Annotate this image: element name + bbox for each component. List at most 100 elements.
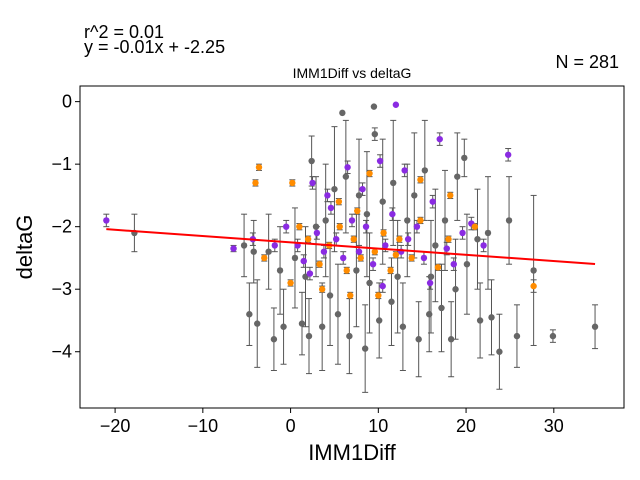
- data-point: [404, 217, 411, 224]
- data-point: [252, 179, 259, 187]
- data-point: [230, 245, 237, 252]
- data-point: [421, 167, 429, 174]
- data-point: [340, 254, 347, 262]
- data-point: [346, 332, 353, 340]
- data-point: [366, 170, 373, 177]
- data-point: [298, 320, 306, 327]
- data-point: [254, 320, 261, 327]
- data-point: [318, 286, 326, 293]
- data-point: [296, 223, 303, 230]
- data-point: [371, 248, 379, 255]
- data-point: [530, 267, 537, 274]
- y-tick-label: −3: [51, 279, 72, 299]
- data-point: [396, 235, 403, 243]
- data-point: [450, 260, 457, 268]
- data-point: [387, 267, 394, 274]
- data-point: [443, 245, 450, 252]
- data-point: [447, 336, 455, 343]
- y-axis-ticks: 0 −1 −2 −3 −4: [51, 92, 80, 362]
- y-tick-label: −1: [51, 154, 72, 174]
- data-point: [308, 157, 315, 165]
- data-point: [413, 223, 421, 230]
- data-point: [408, 254, 415, 262]
- data-point: [287, 279, 294, 287]
- data-point: [324, 192, 331, 199]
- data-point: [282, 223, 290, 230]
- x-tick-label: 20: [456, 416, 476, 436]
- data-point: [388, 298, 395, 305]
- data-point: [363, 210, 371, 218]
- chart-title: IMM1Diff vs deltaG: [293, 65, 412, 81]
- data-point: [350, 235, 357, 243]
- data-point: [359, 185, 366, 193]
- data-point: [380, 229, 387, 237]
- data-point: [426, 279, 434, 287]
- data-point: [335, 198, 343, 205]
- x-tick-label: 0: [286, 416, 296, 436]
- data-point: [392, 101, 400, 108]
- data-point: [334, 311, 342, 318]
- regression-equation-annotation: y = -0.01x + -2.25: [84, 37, 225, 57]
- data-point: [429, 198, 436, 205]
- data-point: [420, 254, 428, 262]
- data-point: [392, 251, 400, 259]
- data-point: [291, 254, 299, 262]
- data-point: [452, 286, 459, 293]
- data-point: [401, 167, 408, 174]
- data-point: [348, 217, 356, 224]
- data-point: [336, 223, 343, 230]
- data-point: [320, 248, 328, 255]
- r-squared-annotation: r^2 = 0.01: [84, 22, 164, 42]
- x-tick-label: 30: [544, 416, 564, 436]
- data-point: [432, 242, 439, 249]
- data-point: [369, 260, 377, 268]
- data-point: [447, 192, 454, 199]
- data-point: [484, 229, 492, 237]
- data-point: [417, 217, 424, 224]
- data-point: [370, 103, 378, 110]
- data-point: [289, 179, 296, 187]
- data-point: [513, 332, 521, 340]
- data-point: [327, 204, 335, 212]
- data-point: [454, 173, 461, 180]
- data-point: [339, 109, 346, 117]
- data-point: [376, 157, 384, 165]
- data-point: [461, 154, 468, 162]
- data-point: [240, 242, 248, 249]
- data-point: [326, 292, 334, 299]
- data-point: [389, 210, 396, 218]
- data-point: [246, 311, 253, 318]
- x-tick-label: 10: [368, 416, 388, 436]
- data-point: [376, 317, 383, 324]
- y-tick-label: 0: [62, 92, 72, 112]
- data-point: [316, 260, 323, 268]
- data-point: [379, 282, 386, 290]
- x-axis-label: IMM1Diff: [308, 440, 396, 465]
- data-point: [427, 273, 435, 280]
- data-point: [270, 336, 278, 343]
- data-point: [366, 279, 373, 287]
- data-point: [250, 248, 257, 255]
- data-point: [474, 235, 481, 243]
- data-point: [304, 235, 312, 243]
- data-point: [394, 273, 401, 280]
- data-point: [265, 248, 272, 255]
- data-point: [355, 248, 363, 255]
- y-tick-label: −2: [51, 217, 72, 237]
- regression-line: [106, 228, 596, 266]
- data-point: [276, 267, 284, 274]
- data-point: [313, 229, 321, 237]
- x-tick-label: −20: [100, 416, 131, 436]
- data-point: [103, 217, 110, 224]
- data-point: [347, 292, 354, 299]
- data-point: [505, 217, 513, 224]
- y-tick-label: −4: [51, 342, 72, 362]
- data-point: [371, 130, 379, 138]
- data-point: [355, 192, 363, 199]
- data-point: [300, 257, 307, 265]
- data-point: [261, 254, 268, 262]
- data-point: [354, 207, 361, 215]
- data-point: [426, 311, 433, 318]
- x-tick-label: −10: [188, 416, 219, 436]
- data-point: [488, 314, 495, 321]
